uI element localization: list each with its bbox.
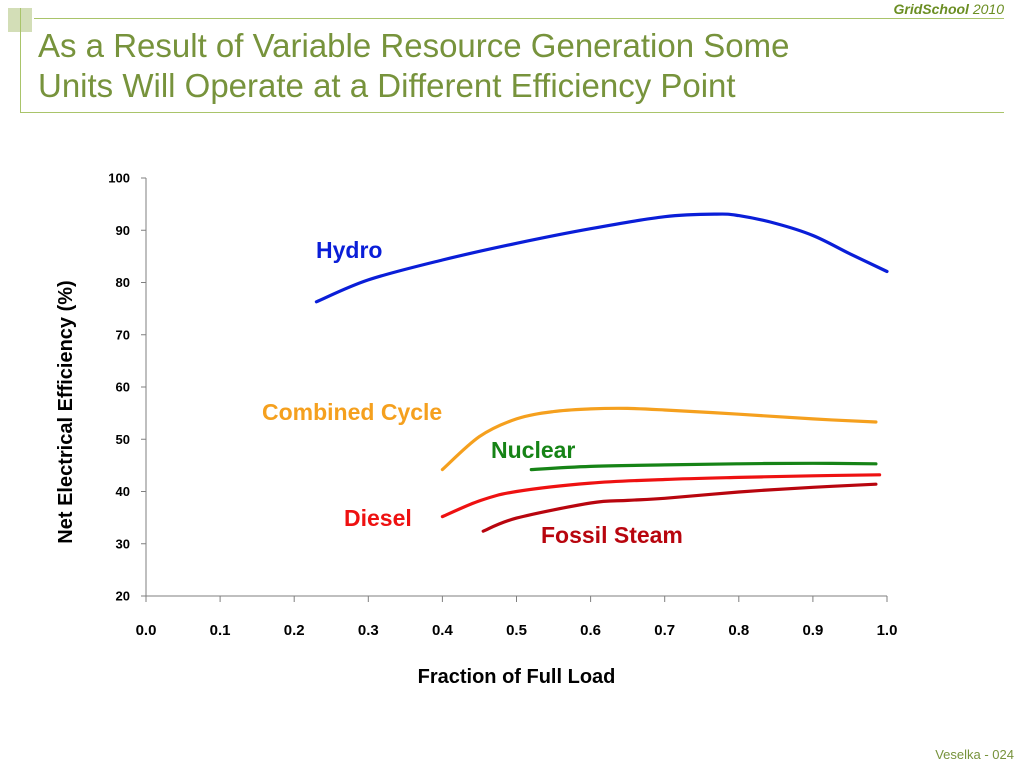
series-line-hydro: [314, 212, 889, 304]
series-label-fossil-steam: Fossil Steam: [541, 522, 683, 548]
series-line-nuclear: [529, 461, 878, 472]
frame-top-rule: [34, 18, 1004, 19]
chart-series-labels: Hydro Combined Cycle Nuclear Diesel Fossil S…: [262, 237, 683, 548]
y-tick-label: 100: [108, 171, 130, 186]
series-label-diesel: Diesel: [344, 505, 412, 531]
x-tick-label: 0.3: [358, 622, 379, 639]
series-line-fossil-steam: [481, 482, 878, 533]
x-tick-label: 0.5: [506, 622, 527, 639]
y-tick-label: 30: [116, 536, 130, 551]
y-tick-label: 60: [116, 380, 130, 395]
y-tick-label: 70: [116, 327, 130, 342]
chart-axes: 20 30 40 50 60 70 80 90 100 0.0 0.1 0.2 0.3 0.4 0.5 0.6…: [108, 171, 897, 640]
x-tick-label: 0.1: [210, 622, 231, 639]
y-tick-label: 20: [116, 589, 130, 604]
series-line-combined-cycle: [440, 406, 878, 472]
series-label-nuclear: Nuclear: [491, 437, 575, 463]
series-line-diesel: [440, 473, 882, 519]
y-tick-label: 50: [116, 432, 130, 447]
y-tick-label: 80: [116, 275, 130, 290]
y-axis-title: Net Electrical Efficiency (%): [55, 280, 77, 543]
x-tick-label: 0.4: [432, 622, 454, 639]
brand-mark: GridSchool 2010: [894, 1, 1005, 17]
x-tick-label: 0.8: [728, 622, 749, 639]
slide-title-line-2: Units Will Operate at a Different Effici…: [38, 67, 736, 104]
slide-title: As a Result of Variable Resource Generat…: [38, 26, 938, 106]
x-tick-label: 0.7: [654, 622, 675, 639]
x-tick-label: 0.6: [580, 622, 601, 639]
x-tick-label: 0.9: [802, 622, 823, 639]
y-tick-label: 40: [116, 484, 130, 499]
x-tick-label: 1.0: [877, 622, 898, 639]
chart-series-lines: [314, 212, 889, 533]
series-label-combined-cycle: Combined Cycle: [262, 399, 442, 425]
series-label-hydro: Hydro: [316, 237, 382, 263]
x-tick-label: 0.0: [136, 622, 157, 639]
slide-title-line-1: As a Result of Variable Resource Generat…: [38, 27, 790, 64]
y-tick-label: 90: [116, 223, 130, 238]
x-axis-title: Fraction of Full Load: [418, 666, 616, 688]
slide-footer: Veselka - 024: [935, 747, 1014, 762]
frame-left-rule: [20, 8, 21, 112]
title-underline-rule: [20, 112, 1004, 113]
brand-year: 2010: [972, 1, 1004, 17]
brand-name: GridSchool: [893, 1, 969, 17]
x-tick-label: 0.2: [284, 622, 305, 639]
